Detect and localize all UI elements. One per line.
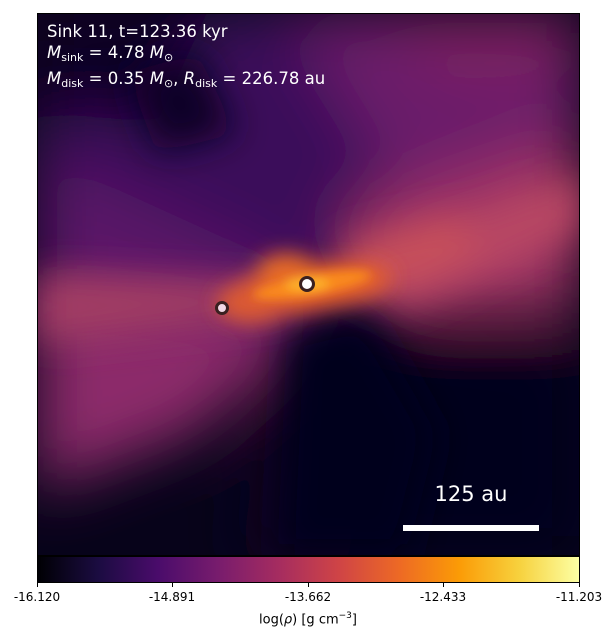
colorbar-tick-label: -13.662 xyxy=(284,590,332,604)
sink-marker-primary xyxy=(299,276,315,292)
colorbar-tick-label: -12.433 xyxy=(419,590,467,604)
colorbar-tick xyxy=(579,583,580,587)
colorbar-tick-label: -11.203 xyxy=(555,590,603,604)
sink-marker-secondary xyxy=(215,301,229,315)
colorbar-tick xyxy=(37,583,38,587)
colorbar-tick xyxy=(172,583,173,587)
density-map-panel: Sink 11, t=123.36 kyr Msink = 4.78 M⊙ Md… xyxy=(37,13,580,556)
sink-time-line: Sink 11, t=123.36 kyr xyxy=(47,22,228,41)
colorbar-tick xyxy=(308,583,309,587)
colorbar-tick-label: -14.891 xyxy=(148,590,196,604)
colorbar-label: log(ρ) [g cm−3] xyxy=(259,611,357,628)
density-map-image xyxy=(37,13,580,556)
simulation-info: Sink 11, t=123.36 kyr Msink = 4.78 M⊙ Md… xyxy=(47,21,325,94)
colorbar-tick xyxy=(443,583,444,587)
scalebar-label: 125 au xyxy=(434,482,508,506)
sink-mass-line: Msink = 4.78 M⊙ xyxy=(47,43,174,64)
scalebar-line xyxy=(403,525,539,531)
disk-info-line: Mdisk = 0.35 M⊙, Rdisk = 226.78 au xyxy=(47,69,326,90)
colorbar xyxy=(37,556,580,583)
colorbar-tick-label: -16.120 xyxy=(13,590,61,604)
